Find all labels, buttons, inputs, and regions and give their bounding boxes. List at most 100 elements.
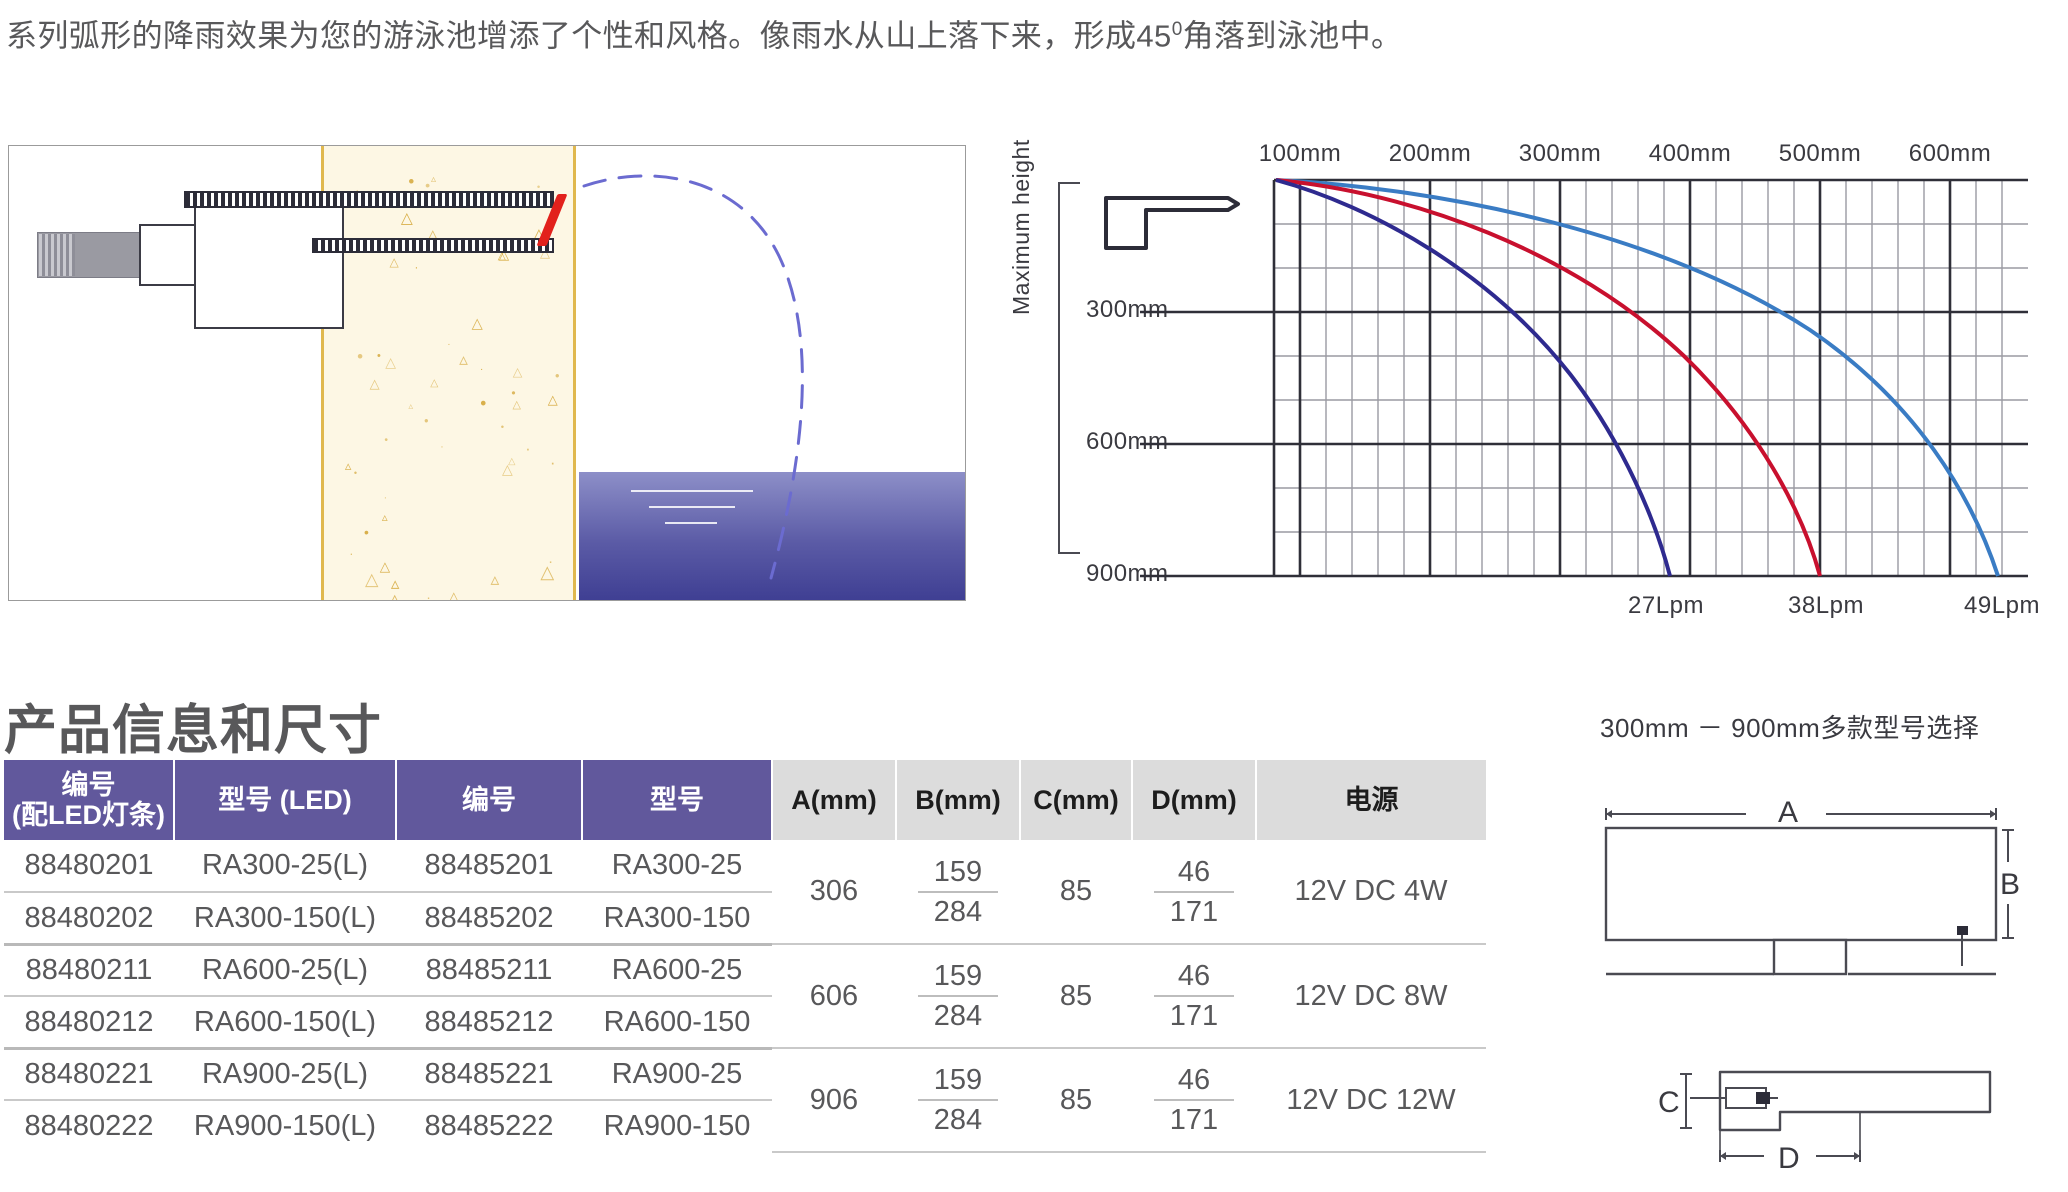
series-49lpm <box>1275 178 2000 577</box>
cell-code: 88485202 <box>396 892 582 946</box>
dimension-note: 300mm － 900mm多款型号选择 <box>1600 713 1980 743</box>
cell-code: 88485211 <box>396 944 582 998</box>
table-row: 88480222 RA900-150(L) 88485222 RA900-150 <box>4 1100 1486 1153</box>
aggregate-speck: • <box>480 392 487 413</box>
aggregate-speck: · <box>349 545 354 561</box>
cell-model-led: RA900-25(L) <box>174 1048 396 1102</box>
aggregate-speck: · <box>426 589 431 601</box>
x-tick-600mm: 600mm <box>1908 140 1992 167</box>
aggregate-speck: · <box>549 453 556 473</box>
intro-paragraph: 系列弧形的降雨效果为您的游泳池增添了个性和风格。像雨水从山上落下来，形成450角… <box>6 8 2046 58</box>
th-power: 电源 <box>1256 760 1486 841</box>
cell-model-led: RA300-150(L) <box>174 892 396 946</box>
aggregate-speck: • <box>363 524 369 541</box>
cell-model: RA900-25 <box>582 1048 772 1102</box>
dimension-label-d: D <box>1778 1142 1800 1175</box>
aggregate-speck: • <box>500 421 505 433</box>
aggregate-speck: • <box>424 413 429 428</box>
cell-model: RA600-25 <box>582 944 772 998</box>
nozzle-slot-lower <box>312 238 554 253</box>
cell-code: 88485201 <box>396 840 582 894</box>
aggregate-speck: △ <box>369 375 380 391</box>
cell-code: 88485221 <box>396 1048 582 1102</box>
nozzle-neck <box>139 224 199 286</box>
cell-model: RA300-150 <box>582 892 772 946</box>
aggregate-speck: △ <box>497 250 506 262</box>
x-tick-500mm: 500mm <box>1778 140 1862 167</box>
aggregate-speck: △ <box>364 568 379 589</box>
water-ripple <box>649 506 735 508</box>
table-row: 88480211 RA600-25(L) 88485211 RA600-25 606 15… <box>4 944 1486 1050</box>
cell-power: 12V DC 8W <box>1256 944 1486 1050</box>
aggregate-speck: ▵ <box>390 574 400 594</box>
aggregate-speck: · <box>414 262 419 275</box>
aggregate-speck: · <box>440 441 444 454</box>
cell-code-led: 88480211 <box>4 944 174 998</box>
water-ripple <box>631 490 753 492</box>
th-code-led: 编号 (配LED灯条) <box>4 760 175 841</box>
cell-code-led: 88480201 <box>4 840 174 894</box>
th-c-mm: C(mm) <box>1020 760 1133 841</box>
aggregate-speck: ▵ <box>428 222 438 243</box>
aggregate-speck: △ <box>512 398 521 411</box>
cell-power: 12V DC 12W <box>1256 1048 1486 1154</box>
water-ripple <box>665 522 717 524</box>
x-tick-400mm: 400mm <box>1648 140 1732 167</box>
cell-code-led: 88480222 <box>4 1100 174 1153</box>
page-title: 产品信息和尺寸 <box>4 701 382 760</box>
x-tick-300mm: 300mm <box>1518 140 1602 167</box>
cell-b-mm: 159 284 <box>896 1048 1020 1154</box>
aggregate-speck: · <box>525 438 531 458</box>
aggregate-speck: • <box>408 171 415 191</box>
aggregate-speck: △ <box>540 562 555 583</box>
aggregate-speck: • <box>357 347 364 367</box>
y-tick-900mm: 900mm <box>1086 560 1169 587</box>
cell-a-mm: 606 <box>772 944 896 1050</box>
cell-code-led: 88480202 <box>4 892 174 946</box>
dimension-side-svg <box>1680 1070 1992 1162</box>
dimension-diagram-side: C D <box>1658 1058 2020 1178</box>
cell-a-mm: 906 <box>772 1048 896 1154</box>
cell-model: RA900-150 <box>582 1100 772 1153</box>
cell-c-mm: 85 <box>1020 1048 1132 1154</box>
cell-a-mm: 306 <box>772 840 896 946</box>
aggregate-speck: • <box>376 349 381 362</box>
cell-power: 12V DC 4W <box>1256 840 1486 946</box>
aggregate-speck: • <box>536 181 541 193</box>
aggregate-speck: · <box>447 338 451 350</box>
height-bracket <box>1058 182 1080 554</box>
dimension-diagram-front: A B <box>1596 796 2020 976</box>
aggregate-speck: · <box>548 553 554 570</box>
table-row: 88480202 RA300-150(L) 88485202 RA300-150 <box>4 892 1486 946</box>
cell-d-mm: 46 171 <box>1132 840 1256 946</box>
x-tick-200mm: 200mm <box>1388 140 1472 167</box>
aggregate-speck: △ <box>379 559 391 575</box>
series-38lpm <box>1275 178 1822 577</box>
aggregate-speck: · <box>479 364 484 376</box>
table-header-row: 编号 (配LED灯条) 型号 (LED) 编号 型号 A(mm) B(mm) C… <box>4 760 1486 841</box>
pool-water <box>579 472 965 600</box>
flow-trajectory-chart: 100mm 200mm 300mm 400mm 500mm 600mm Maxi… <box>1008 139 2060 620</box>
cell-model-led: RA600-150(L) <box>174 996 396 1050</box>
intro-text-after: 角落到泳池中。 <box>1182 18 1403 54</box>
product-specification-table: 编号 (配LED灯条) 型号 (LED) 编号 型号 A(mm) B(mm) C… <box>4 760 1486 1154</box>
cell-code: 88485222 <box>396 1100 582 1153</box>
cell-model-led: RA900-150(L) <box>174 1100 396 1153</box>
th-code-led-line2: (配LED灯条) <box>12 800 165 831</box>
table-row: 88480221 RA900-25(L) 88485221 RA900-25 906 15… <box>4 1048 1486 1154</box>
cell-code: 88485212 <box>396 996 582 1050</box>
aggregate-speck: △ <box>387 589 402 601</box>
aggregate-speck: ▵ <box>459 349 468 370</box>
cell-model-led: RA600-25(L) <box>174 944 396 998</box>
aggregate-speck: △ <box>385 354 396 370</box>
chart-x-tick-labels: 100mm 200mm 300mm 400mm 500mm 600mm <box>1020 140 2060 170</box>
chart-plot-area <box>1140 178 2028 578</box>
nozzle-slot-upper <box>184 191 554 208</box>
aggregate-speck: △ <box>471 316 483 333</box>
cell-code-led: 88480221 <box>4 1048 174 1102</box>
aggregate-speck: ▵ <box>344 458 352 474</box>
aggregate-speck: △ <box>389 254 399 269</box>
aggregate-speck: △ <box>498 247 510 262</box>
cell-model-led: RA300-25(L) <box>174 840 396 894</box>
